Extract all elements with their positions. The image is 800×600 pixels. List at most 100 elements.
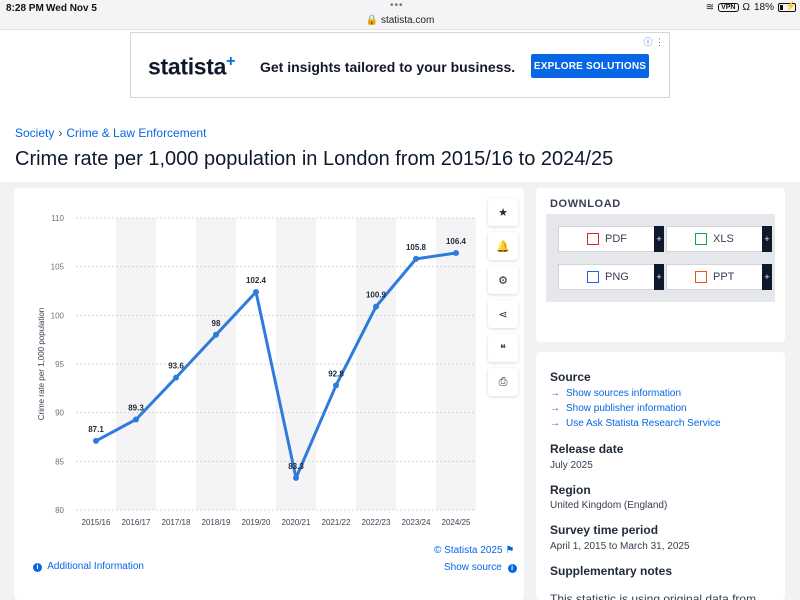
print-icon: ⎙ (498, 375, 508, 388)
survey-value: April 1, 2015 to March 31, 2025 (550, 541, 690, 552)
download-ppt-button[interactable]: PPT + (666, 264, 772, 290)
data-label: 87.1 (88, 425, 104, 434)
headphones-icon: Ω (742, 2, 750, 13)
ad-banner[interactable]: statista+ Get insights tailored to your … (130, 32, 670, 98)
show-publisher-link[interactable]: → Show publisher information (550, 403, 687, 414)
breadcrumb-crime[interactable]: Crime & Law Enforcement (66, 126, 207, 140)
show-sources-link[interactable]: → Show sources information (550, 388, 682, 399)
y-tick-label: 100 (51, 311, 65, 320)
favorite-button[interactable]: ★ (488, 198, 518, 226)
data-point (333, 382, 339, 389)
plus-icon[interactable]: + (762, 226, 772, 252)
y-axis-label: Crime rate per 1,000 population (37, 308, 46, 421)
x-tick-label: 2018/19 (202, 518, 231, 527)
pdf-icon (587, 233, 599, 245)
ad-text: Get insights tailored to your business. (260, 59, 516, 75)
data-point (173, 374, 179, 381)
arrow-right-icon: → (550, 403, 560, 414)
release-heading: Release date (550, 442, 624, 456)
supplementary-note: This statistic is using original data fr… (550, 592, 757, 600)
battery-percent: 18% (753, 2, 774, 13)
breadcrumb: Society › Crime & Law Enforcement (15, 126, 206, 140)
share-icon: ⋖ (498, 308, 508, 321)
data-point (413, 255, 419, 262)
download-pdf-button[interactable]: PDF + (558, 226, 664, 252)
line-chart: 80 85 90 95 100 105 110 2015/16 2016/17 2017/18 20… (37, 214, 476, 527)
data-point (453, 250, 459, 257)
x-tick-label: 2023/24 (402, 518, 431, 527)
data-label: 105.8 (406, 243, 427, 252)
ad-info-icon[interactable]: ⓘ ⋮ (643, 37, 664, 47)
series-line (95, 251, 457, 480)
ask-statista-link[interactable]: → Use Ask Statista Research Service (550, 418, 721, 429)
print-button[interactable]: ⎙ (488, 368, 518, 396)
page: statista+ Get insights tailored to your … (0, 30, 800, 600)
address-bar[interactable]: 🔒 statista.com (0, 15, 800, 26)
info-icon: i (507, 564, 517, 573)
lock-icon: 🔒 (365, 15, 379, 26)
status-indicators: ≋ VPN Ω 18% ⚡ (705, 1, 797, 13)
info-icon: i (33, 563, 42, 572)
additional-info-link[interactable]: i Additional Information (30, 561, 144, 572)
cite-button[interactable]: ❝ (488, 334, 518, 362)
supplementary-heading: Supplementary notes (550, 564, 673, 578)
region-value: United Kingdom (England) (550, 500, 668, 511)
y-tick-label: 85 (55, 457, 64, 466)
gear-icon: ⚙ (498, 274, 508, 287)
data-label: 106.4 (446, 237, 467, 246)
y-tick-label: 110 (51, 214, 64, 223)
show-source-link[interactable]: Show source i (444, 562, 520, 573)
battery-icon: ⚡ (778, 1, 796, 12)
x-tick-label: 2019/20 (242, 518, 271, 527)
data-point (93, 437, 99, 444)
x-tick-label: 2016/17 (122, 518, 151, 527)
plus-icon[interactable]: + (762, 264, 772, 290)
y-tick-label: 90 (55, 409, 64, 418)
survey-heading: Survey time period (550, 523, 659, 537)
plus-icon[interactable]: + (654, 226, 664, 252)
data-point (253, 288, 259, 295)
vpn-badge: VPN (718, 3, 739, 12)
x-tick-label: 2017/18 (162, 518, 191, 527)
y-tick-label: 105 (51, 263, 65, 272)
png-icon (587, 271, 599, 283)
flag-icon: ⚑ (505, 545, 515, 556)
explore-solutions-button[interactable]: EXPLORE SOLUTIONS (531, 54, 649, 78)
download-panel: PDF + XLS + PNG + PPT + (546, 214, 775, 302)
download-title: DOWNLOAD (550, 198, 621, 210)
xls-icon (695, 233, 707, 245)
notify-button[interactable]: 🔔 (488, 232, 518, 260)
data-point (133, 416, 139, 423)
x-tick-label: 2015/16 (82, 518, 111, 527)
release-value: July 2025 (550, 460, 593, 471)
data-label: 93.6 (168, 362, 184, 371)
page-title: Crime rate per 1,000 population in Londo… (15, 148, 614, 170)
status-time: 8:28 PM (6, 3, 44, 14)
settings-button[interactable]: ⚙ (488, 266, 518, 294)
region-heading: Region (550, 483, 591, 497)
data-label: 102.4 (246, 276, 267, 285)
star-icon: ★ (498, 206, 508, 219)
status-date: Wed Nov 5 (46, 3, 97, 14)
y-tick-label: 80 (55, 506, 64, 515)
source-heading: Source (550, 370, 591, 384)
data-point (293, 474, 299, 481)
url-text: statista.com (380, 15, 435, 26)
wifi-icon: ≋ (705, 2, 715, 13)
arrow-right-icon: → (550, 388, 560, 399)
share-button[interactable]: ⋖ (488, 300, 518, 328)
data-label: 83.3 (288, 462, 304, 471)
breadcrumb-society[interactable]: Society (15, 126, 55, 140)
statistic-details: Source → Show sources information → Show p… (536, 352, 785, 600)
status-bar: 8:28 PM Wed Nov 5 ••• 🔒 statista.com ≋ V… (0, 0, 800, 30)
download-xls-button[interactable]: XLS + (666, 226, 772, 252)
download-card: DOWNLOAD PDF + XLS + PNG + PPT + (536, 188, 785, 342)
ppt-icon (695, 271, 707, 283)
plus-icon[interactable]: + (654, 264, 664, 290)
bell-icon: 🔔 (496, 240, 510, 253)
ad-logo: statista+ (148, 53, 236, 80)
arrow-right-icon: → (550, 418, 560, 429)
copyright-link[interactable]: © Statista 2025 ⚑ (434, 545, 515, 556)
download-png-button[interactable]: PNG + (558, 264, 664, 290)
more-dots-icon[interactable]: ••• (390, 0, 404, 11)
